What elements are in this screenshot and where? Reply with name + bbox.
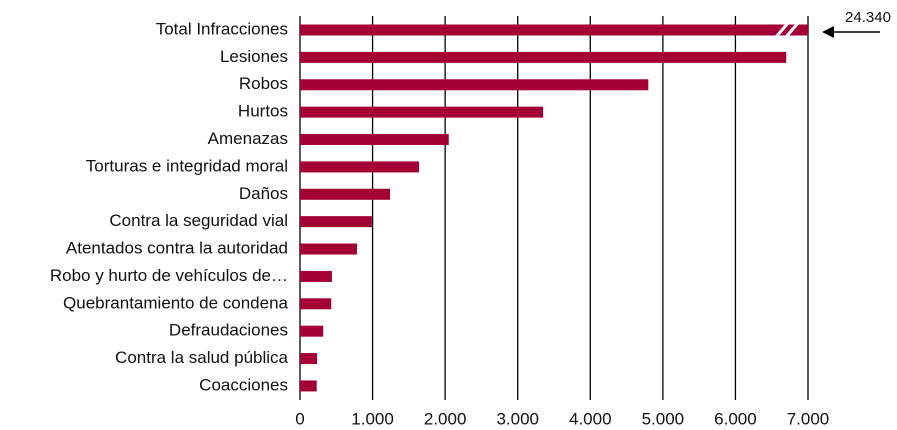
bar <box>300 188 390 200</box>
bar <box>300 353 318 365</box>
x-tick-label: 5.000 <box>642 409 685 428</box>
bar <box>300 24 808 36</box>
y-tick-label: Quebrantamiento de condena <box>63 293 288 312</box>
bar <box>300 51 787 63</box>
bar <box>300 106 544 118</box>
bar <box>300 298 332 310</box>
bar <box>300 270 332 282</box>
x-tick-label: 7.000 <box>787 409 830 428</box>
x-tick-label: 3.000 <box>496 409 539 428</box>
value-label: 24.340 <box>845 9 891 26</box>
y-tick-label: Daños <box>239 184 288 203</box>
y-tick-label: Contra la seguridad vial <box>109 211 288 230</box>
y-tick-label: Atentados contra la autoridad <box>66 239 288 258</box>
arrow-head <box>822 26 834 38</box>
bar <box>300 380 317 392</box>
break-mark <box>774 22 790 38</box>
x-tick-label: 0 <box>295 409 304 428</box>
x-tick-label: 4.000 <box>569 409 612 428</box>
x-tick-label: 1.000 <box>351 409 394 428</box>
bar <box>300 134 449 146</box>
x-tick-label: 2.000 <box>424 409 467 428</box>
bar <box>300 79 649 91</box>
break-mark <box>784 22 800 38</box>
y-tick-label: Hurtos <box>238 102 288 121</box>
bar <box>300 216 372 228</box>
y-tick-label: Robo y hurto de vehículos de… <box>50 266 288 285</box>
y-tick-label: Contra la salud pública <box>115 348 288 367</box>
y-tick-label: Coacciones <box>199 375 288 394</box>
y-tick-label: Total Infracciones <box>156 19 288 38</box>
bar <box>300 325 324 337</box>
bar <box>300 161 420 173</box>
y-tick-label: Defraudaciones <box>169 321 288 340</box>
y-tick-label: Lesiones <box>220 47 288 66</box>
y-tick-label: Amenazas <box>208 129 288 148</box>
x-tick-label: 6.000 <box>714 409 757 428</box>
y-tick-label: Robos <box>239 74 288 93</box>
y-tick-label: Torturas e integridad moral <box>86 156 288 175</box>
bar <box>300 243 357 255</box>
